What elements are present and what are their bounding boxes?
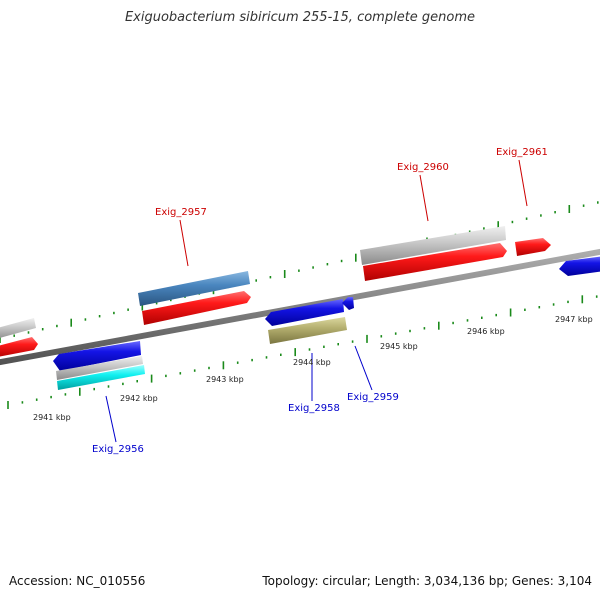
gene-feature-olive[interactable] [268,317,347,344]
gene-feature-gray[interactable] [56,356,143,380]
gene-label-exig-2957[interactable]: Exig_2957 [155,207,207,218]
genome-summary-text: Topology: circular; Length: 3,034,136 bp… [262,574,592,588]
genome-title: Exiguobacterium sibiricum 255-15, comple… [124,10,476,25]
leader-line [518,159,528,207]
leader-line [354,345,373,391]
gene-feature-blue[interactable] [342,297,354,310]
gene-label-exig-2961[interactable]: Exig_2961 [496,147,548,158]
gene-feature-cyan[interactable] [57,365,145,390]
gene-feature-red[interactable] [0,337,38,358]
gene-feature-blue[interactable] [559,256,600,276]
gene-feature-gray[interactable] [0,318,36,340]
forward-tick-row [0,201,599,343]
kbp-label: 2943 kbp [206,375,244,384]
kbp-label: 2944 kbp [293,358,331,367]
kbp-label: 2942 kbp [120,394,158,403]
gene-label-exig-2960[interactable]: Exig_2960 [397,162,449,173]
gene-label-exig-2956[interactable]: Exig_2956 [92,444,144,455]
gene-feature-blue[interactable] [265,299,344,326]
accession-text: Accession: NC_010556 [9,574,146,588]
gene-feature-red[interactable] [515,238,551,256]
gene-label-exig-2959[interactable]: Exig_2959 [347,392,399,403]
leader-line [419,174,429,222]
gene-feature-blue[interactable] [53,341,141,371]
kbp-label: 2946 kbp [467,327,505,336]
gene-feature-gray[interactable] [360,226,506,265]
gene-feature-red[interactable] [142,291,251,325]
gene-feature-steel[interactable] [138,271,250,306]
gene-feature-red[interactable] [363,243,507,281]
leader-line [179,219,189,267]
kbp-label: 2945 kbp [380,342,418,351]
kbp-label: 2947 kbp [555,315,593,324]
gene-label-exig-2958[interactable]: Exig_2958 [288,403,340,414]
leader-line [105,395,117,443]
kbp-label: 2941 kbp [33,413,71,422]
reverse-tick-row [7,295,598,409]
